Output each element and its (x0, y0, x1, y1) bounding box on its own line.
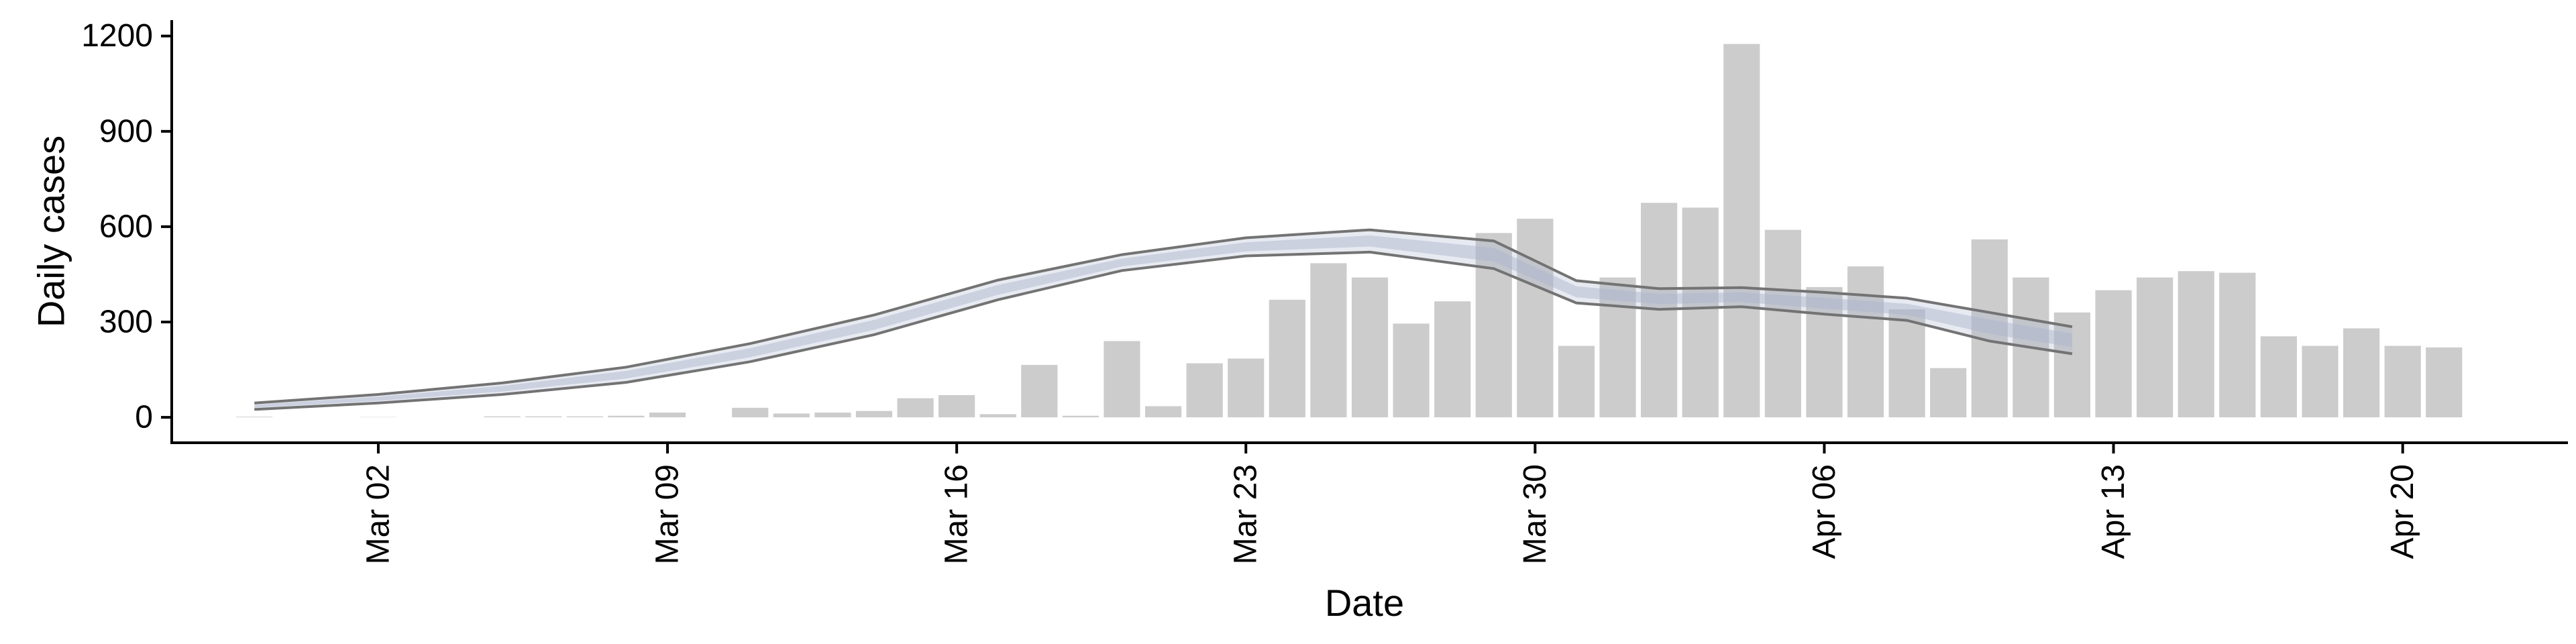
bar-2020-04-12 (2053, 312, 2091, 418)
bar-2020-03-30 (1517, 219, 1554, 418)
bar-2020-03-08 (608, 415, 645, 418)
bar-2020-03-16 (938, 394, 975, 418)
bar-2020-04-05 (1764, 229, 1801, 418)
estimate-lower-line (254, 250, 2073, 411)
x-tick-label: Mar 23 (1228, 464, 1264, 564)
bar-2020-04-03 (1682, 207, 1719, 418)
x-tick-label: Mar 09 (650, 464, 686, 564)
bar-2020-04-09 (1930, 368, 1967, 418)
estimate-band-layer (254, 228, 2073, 411)
estimate-band-area (254, 229, 2073, 410)
bar-2020-03-20 (1104, 341, 1140, 418)
bar-2020-04-04 (1723, 44, 1760, 418)
x-tick-label: Apr 06 (1807, 464, 1842, 559)
bar-2020-03-15 (897, 398, 934, 418)
estimate-upper-line (254, 228, 2073, 405)
bar-2020-03-31 (1558, 345, 1595, 418)
bar-2020-03-24 (1269, 299, 1305, 418)
bar-2020-03-17 (979, 414, 1016, 418)
x-tick-label: Mar 02 (360, 464, 396, 564)
x-tick-label: Apr 13 (2096, 464, 2131, 559)
bar-2020-03-14 (855, 411, 893, 418)
bar-2020-04-18 (2302, 345, 2339, 418)
bar-2020-03-21 (1144, 406, 1182, 418)
x-tick-label: Apr 20 (2385, 464, 2420, 559)
y-axis-ticks: 0 300 600 900 1200 (81, 18, 172, 435)
bars-layer (236, 44, 2463, 418)
bar-2020-04-07 (1847, 266, 1884, 418)
bar-2020-03-27 (1393, 323, 1430, 418)
x-tick-label: Mar 16 (939, 464, 975, 564)
bar-2020-03-25 (1310, 263, 1347, 418)
bar-2020-04-06 (1806, 286, 1843, 418)
bar-2020-03-19 (1062, 415, 1099, 418)
bar-2020-03-26 (1351, 277, 1389, 418)
x-axis-ticks: Mar 02 Mar 09 Mar 16 Mar 23 Mar 30 Apr 06 Apr … (360, 443, 2420, 564)
x-tick-label: Mar 30 (1517, 464, 1553, 564)
bar-2020-03-09 (649, 413, 686, 418)
bar-2020-04-17 (2260, 336, 2297, 418)
bar-2020-03-11 (732, 407, 769, 418)
bar-2020-04-01 (1599, 277, 1636, 418)
bar-2020-03-13 (814, 413, 851, 418)
y-axis-title: Daily cases (30, 136, 72, 327)
y-tick-label: 0 (135, 400, 153, 435)
bar-2020-03-18 (1021, 364, 1058, 418)
bar-2020-04-15 (2178, 271, 2214, 418)
bar-2020-04-08 (1888, 309, 1925, 418)
bar-2020-04-14 (2137, 277, 2174, 418)
bar-2020-04-16 (2219, 272, 2256, 418)
bar-2020-03-23 (1228, 358, 1265, 418)
y-tick-label: 900 (99, 113, 153, 149)
y-tick-label: 1200 (81, 18, 153, 54)
bar-2020-04-21 (2426, 347, 2463, 418)
x-axis-title: Date (1325, 582, 1404, 624)
bar-2020-04-19 (2343, 328, 2380, 418)
bar-2020-04-20 (2384, 345, 2421, 418)
bar-2020-03-28 (1434, 301, 1471, 418)
bar-2020-03-12 (773, 413, 810, 418)
y-tick-label: 300 (99, 305, 153, 340)
bar-2020-03-22 (1186, 363, 1223, 418)
y-tick-label: 600 (99, 209, 153, 244)
bar-2020-03-29 (1475, 233, 1512, 418)
bar-2020-04-10 (1971, 239, 2008, 418)
bar-2020-04-13 (2095, 290, 2132, 418)
